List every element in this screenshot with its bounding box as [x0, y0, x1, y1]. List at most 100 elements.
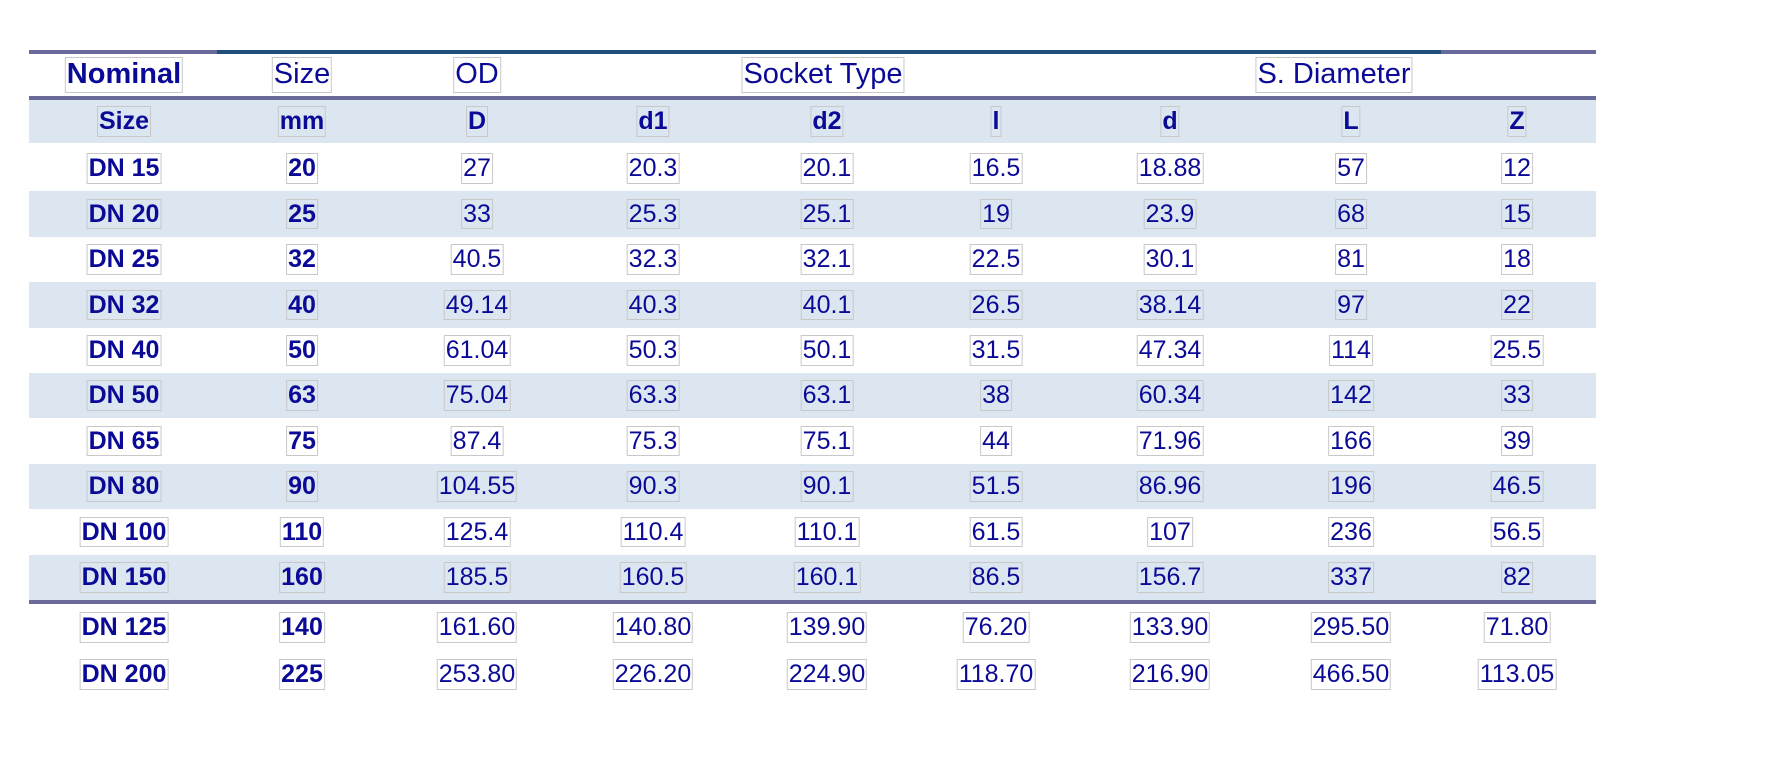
cell-d2: 139.90 [786, 612, 868, 643]
subheader-d: d [1160, 106, 1180, 137]
table-row: DN 200 225 253.80 226.20 224.90 118.70 216.90 4… [29, 651, 1596, 698]
cell-l: 22.5 [969, 244, 1023, 275]
cell-d1: 40.3 [626, 289, 680, 321]
cell-d: 156.7 [1136, 561, 1204, 593]
cell-d-od: 75.04 [443, 380, 511, 412]
cell-l: 44 [980, 425, 1012, 457]
cell-L: 114 [1329, 334, 1373, 366]
table-row: DN 40 50 61.04 50.3 50.1 31.5 47.34 114 25.5 [29, 328, 1596, 373]
cell-d-od: 125.4 [443, 516, 511, 548]
cell-l: 31.5 [969, 334, 1023, 366]
cell-d-od: 61.04 [443, 334, 511, 366]
table-row: DN 100 110 125.4 110.4 110.1 61.5 107 236 56.5 [29, 509, 1596, 554]
cell-d: 133.90 [1129, 612, 1211, 643]
cell-Z: 82 [1501, 561, 1533, 593]
cell-d: 60.34 [1136, 380, 1204, 412]
cell-L: 97 [1335, 289, 1367, 321]
cell-d1: 32.3 [626, 244, 680, 275]
subheader-d2: d2 [810, 106, 844, 137]
cell-L: 295.50 [1310, 612, 1392, 643]
cell-mm: 40 [286, 289, 318, 321]
cell-mm: 75 [286, 425, 318, 457]
cell-mm: 160 [279, 561, 325, 593]
table-top-rule [29, 50, 1596, 54]
header-nominal: Nominal [64, 54, 184, 96]
cell-L: 142 [1328, 380, 1374, 412]
cell-d1: 25.3 [626, 198, 680, 230]
subheader-d-od: D [465, 106, 489, 137]
cell-Z: 22 [1501, 289, 1533, 321]
cell-d-od: 185.5 [443, 561, 511, 593]
cell-d-od: 40.5 [450, 244, 504, 275]
table-row: DN 80 90 104.55 90.3 90.1 51.5 86.96 196 46.5 [29, 463, 1596, 510]
table-row: DN 50 63 75.04 63.3 63.1 38 60.34 142 33 [29, 373, 1596, 419]
subheader-size: Size [96, 106, 152, 137]
cell-d: 107 [1147, 516, 1193, 548]
cell-l: 51.5 [969, 471, 1023, 502]
cell-d-od: 27 [461, 153, 493, 185]
cell-size: DN 65 [86, 425, 162, 457]
cell-d1: 75.3 [626, 425, 680, 457]
cell-L: 466.50 [1310, 659, 1392, 690]
cell-Z: 56.5 [1490, 516, 1544, 548]
cell-mm: 140 [279, 612, 325, 643]
cell-size: DN 25 [86, 244, 162, 275]
subheader-d1: d1 [636, 106, 670, 137]
cell-l: 19 [980, 198, 1012, 230]
cell-d-od: 33 [461, 198, 493, 230]
cell-Z: 12 [1501, 153, 1533, 185]
cell-d-od: 104.55 [436, 471, 518, 502]
cell-L: 337 [1328, 561, 1374, 593]
cell-l: 38 [980, 380, 1012, 412]
cell-d: 23.9 [1143, 198, 1197, 230]
cell-d1: 20.3 [626, 153, 680, 185]
cell-l: 26.5 [969, 289, 1023, 321]
cell-l: 16.5 [969, 153, 1023, 185]
cell-d: 47.34 [1136, 334, 1204, 366]
cell-l: 61.5 [969, 516, 1023, 548]
header-row-1: Nominal Size OD Socket Type S. Diameter [29, 54, 1596, 96]
cell-d1: 110.4 [620, 516, 686, 548]
table-row: DN 125 140 161.60 140.80 139.90 76.20 133.90 29… [29, 604, 1596, 651]
cell-d: 216.90 [1129, 659, 1211, 690]
cell-d2: 63.1 [800, 380, 854, 412]
subheader-L: L [1341, 106, 1361, 137]
cell-size: DN 40 [86, 334, 162, 366]
cell-d2: 50.1 [800, 334, 854, 366]
cell-size: DN 150 [79, 561, 169, 593]
cell-d2: 20.1 [800, 153, 854, 185]
cell-size: DN 20 [86, 198, 162, 230]
cell-d: 86.96 [1136, 471, 1204, 502]
cell-mm: 110 [279, 516, 325, 548]
cell-size: DN 32 [86, 289, 162, 321]
cell-Z: 18 [1501, 244, 1533, 275]
cell-d: 30.1 [1143, 244, 1197, 275]
cell-mm: 90 [286, 471, 318, 502]
header-s-diameter: S. Diameter [1255, 54, 1413, 96]
cell-d2: 110.1 [794, 516, 860, 548]
table-row: DN 150 160 185.5 160.5 160.1 86.5 156.7 337 82 [29, 554, 1596, 600]
cell-size: DN 80 [86, 471, 162, 502]
cell-d: 71.96 [1136, 425, 1204, 457]
header-od: OD [453, 54, 501, 96]
header-divider [29, 96, 1596, 100]
cell-l: 76.20 [962, 612, 1030, 643]
cell-size: DN 200 [79, 659, 169, 690]
cell-Z: 39 [1501, 425, 1533, 457]
cell-mm: 25 [286, 198, 318, 230]
cell-Z: 33 [1501, 380, 1533, 412]
table-row: DN 65 75 87.4 75.3 75.1 44 71.96 166 39 [29, 418, 1596, 463]
cell-Z: 113.05 [1477, 659, 1557, 690]
cell-d2: 160.1 [793, 561, 861, 593]
cell-d-od: 49.14 [443, 289, 511, 321]
cell-L: 57 [1335, 153, 1367, 185]
cell-L: 81 [1335, 244, 1367, 275]
cell-d2: 90.1 [800, 471, 854, 502]
cell-Z: 46.5 [1490, 471, 1544, 502]
cell-size: DN 125 [79, 612, 169, 643]
cell-d1: 50.3 [626, 334, 680, 366]
header-socket-type: Socket Type [741, 54, 905, 96]
cell-L: 196 [1328, 471, 1374, 502]
cell-mm: 32 [286, 244, 318, 275]
